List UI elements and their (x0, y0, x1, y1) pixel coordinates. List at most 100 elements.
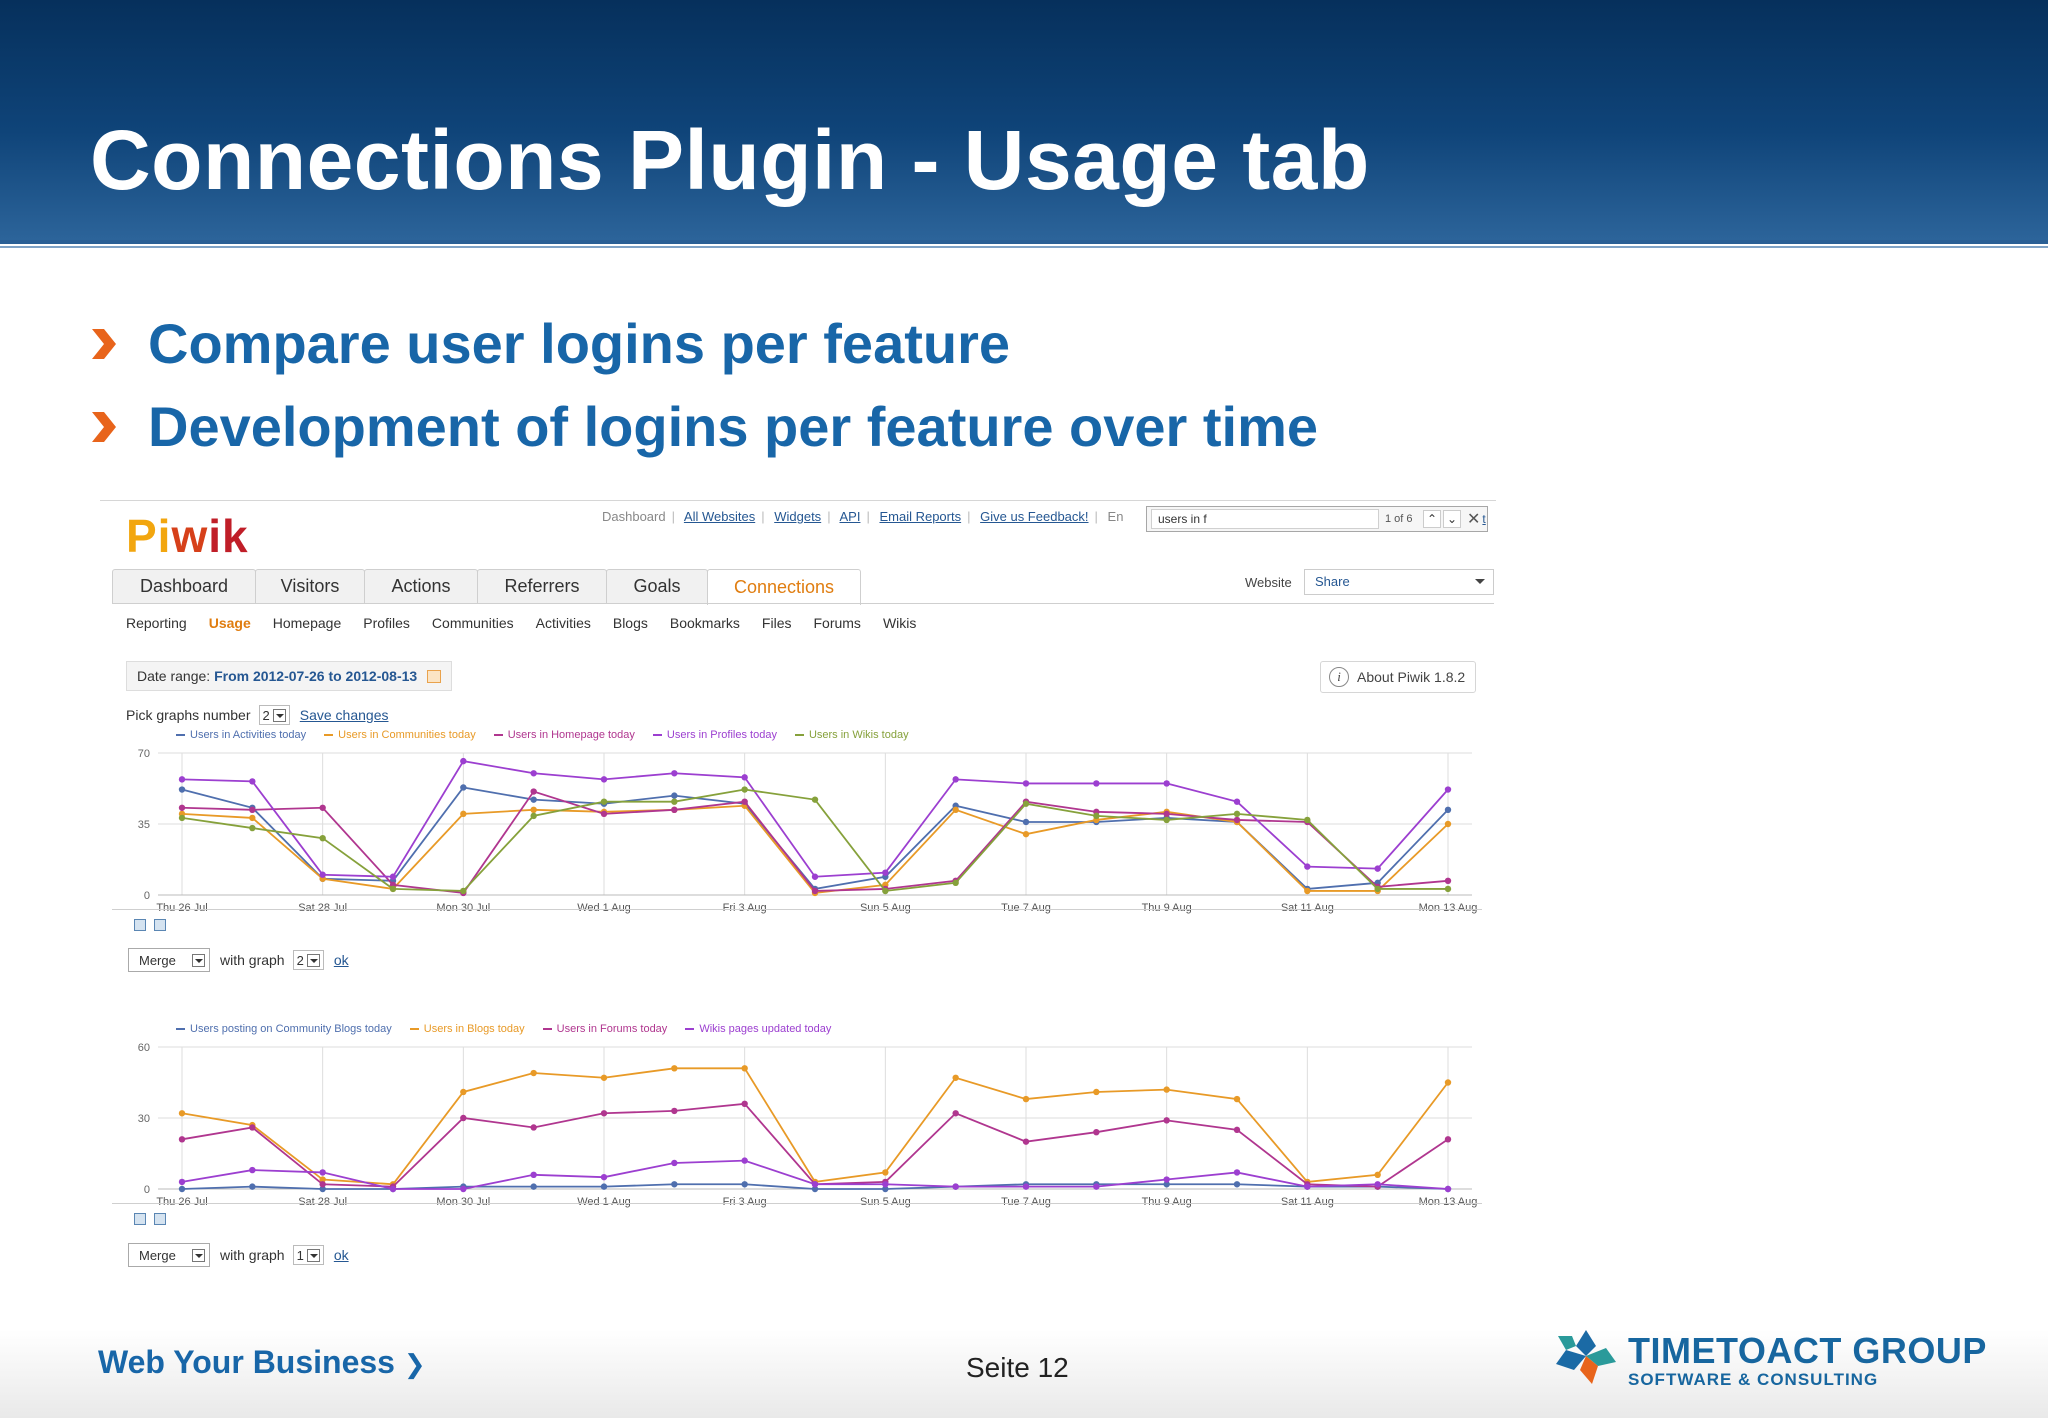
data-point (741, 798, 748, 805)
legend-label: Users in Activities today (190, 729, 307, 741)
export-icon[interactable] (134, 1213, 146, 1225)
data-point (1233, 1181, 1241, 1188)
link-api[interactable]: API (839, 509, 861, 524)
chart-tools (134, 1213, 174, 1225)
calendar-icon[interactable] (427, 670, 442, 683)
tab-goals[interactable]: Goals (606, 569, 708, 603)
link-tail[interactable]: t (1482, 512, 1486, 526)
legend-item[interactable]: Users posting on Community Blogs today (176, 1023, 392, 1035)
link-feedback[interactable]: Give us Feedback! (980, 509, 1089, 524)
image-icon[interactable] (154, 919, 166, 931)
x-tick-label: Thu 9 Aug (1142, 1196, 1192, 1208)
data-point (671, 770, 678, 777)
tab-referrers[interactable]: Referrers (477, 569, 607, 603)
data-point (249, 806, 256, 813)
merge-select[interactable]: Merge (128, 1243, 210, 1267)
data-point (319, 804, 326, 811)
legend-item[interactable]: Users in Communities today (324, 729, 476, 741)
chart-legend: Users posting on Community Blogs today Us… (176, 1023, 849, 1035)
subtab-bookmarks[interactable]: Bookmarks (669, 615, 740, 631)
chevron-right-icon (92, 329, 116, 359)
data-point (1233, 798, 1241, 805)
data-point (671, 798, 678, 805)
series-line (181, 1102, 1449, 1188)
date-range[interactable]: Date range: From 2012-07-26 to 2012-08-1… (126, 661, 453, 691)
with-graph-select[interactable]: 2 (292, 950, 324, 970)
data-point (811, 1185, 819, 1193)
close-icon[interactable]: ✕ (1467, 511, 1481, 528)
website-select[interactable]: Share (1304, 569, 1494, 595)
image-icon[interactable] (154, 1213, 166, 1225)
data-point (249, 824, 256, 832)
subtab-wikis[interactable]: Wikis (882, 615, 917, 631)
pick-graphs-select[interactable]: 2 (258, 705, 290, 725)
data-point (178, 1136, 186, 1143)
legend-item[interactable]: Users in Homepage today (493, 729, 635, 741)
link-all-websites[interactable]: All Websites (683, 509, 756, 524)
bullet-text: Development of logins per feature over t… (148, 395, 1319, 458)
link-email-reports[interactable]: Email Reports (879, 509, 962, 524)
data-point (952, 1183, 959, 1190)
tab-visitors[interactable]: Visitors (255, 569, 365, 603)
save-changes-link[interactable]: Save changes (299, 707, 389, 723)
tab-actions[interactable]: Actions (364, 569, 478, 603)
legend-item[interactable]: Users in Forums today (542, 1023, 667, 1035)
find-next-button[interactable]: ⌄ (1443, 510, 1461, 528)
info-icon: i (1329, 667, 1349, 687)
legend-swatch (685, 1028, 695, 1030)
data-point (1163, 810, 1170, 818)
data-point (530, 1183, 537, 1190)
header-rule (0, 240, 2048, 244)
company-name: TIMETOACT GROUP (1628, 1330, 1987, 1371)
chevron-down-icon (192, 1248, 205, 1262)
x-tick-label: Mon 13 Aug (1419, 1196, 1478, 1208)
link-en[interactable]: En (1107, 509, 1124, 524)
sub-tabs: Reporting Usage Homepage Profiles Commun… (126, 615, 938, 631)
data-point (671, 1159, 678, 1167)
subtab-blogs[interactable]: Blogs (612, 615, 648, 631)
legend-item[interactable]: Users in Wikis today (794, 729, 909, 741)
legend-swatch (324, 734, 334, 736)
subtab-homepage[interactable]: Homepage (272, 615, 342, 631)
subtab-reporting[interactable]: Reporting (126, 615, 187, 631)
legend-item[interactable]: Users in Profiles today (652, 729, 777, 741)
legend-label: Users posting on Community Blogs today (190, 1023, 392, 1035)
piwik-logo[interactable]: Piwik (126, 510, 249, 562)
data-point (1022, 780, 1030, 787)
find-prev-button[interactable]: ⌃ (1423, 510, 1441, 528)
find-input[interactable]: users in f (1151, 509, 1379, 529)
subtab-usage[interactable]: Usage (208, 615, 251, 631)
subtab-forums[interactable]: Forums (813, 615, 861, 631)
data-point (952, 806, 959, 813)
y-tick-label: 35 (138, 819, 150, 831)
data-point (460, 784, 467, 791)
link-widgets[interactable]: Widgets (774, 509, 822, 524)
ok-link[interactable]: ok (333, 952, 349, 968)
data-point (1022, 1183, 1030, 1190)
data-point (741, 1065, 748, 1072)
x-tick-label: Fri 3 Aug (723, 1196, 767, 1208)
data-point (1444, 786, 1452, 793)
top-links: Dashboard | All Websites | Widgets | API | E… (602, 509, 1124, 524)
tab-dashboard[interactable]: Dashboard (112, 569, 256, 603)
merge-select[interactable]: Merge (128, 948, 210, 972)
with-graph-select[interactable]: 1 (292, 1245, 324, 1265)
subtab-files[interactable]: Files (761, 615, 792, 631)
tab-connections[interactable]: Connections (707, 569, 861, 605)
legend-item[interactable]: Wikis pages updated today (685, 1023, 831, 1035)
subtab-activities[interactable]: Activities (535, 615, 591, 631)
legend-item[interactable]: Users in Activities today (176, 729, 306, 741)
pick-graphs-row: Pick graphs number 2 Save changes (126, 705, 388, 725)
subtab-communities[interactable]: Communities (431, 615, 514, 631)
export-icon[interactable] (134, 919, 146, 931)
y-tick-label: 60 (138, 1042, 150, 1054)
bullet-item: Compare user logins per feature (90, 316, 1010, 372)
bullet-text: Compare user logins per feature (148, 312, 1011, 375)
link-dashboard[interactable]: Dashboard (602, 509, 666, 524)
about-piwik-button[interactable]: i About Piwik 1.8.2 (1320, 661, 1476, 693)
tagline-text: Web Your Business (98, 1344, 395, 1380)
subtab-profiles[interactable]: Profiles (363, 615, 410, 631)
ok-link[interactable]: ok (333, 1247, 349, 1263)
data-point (811, 887, 819, 895)
legend-item[interactable]: Users in Blogs today (409, 1023, 525, 1035)
